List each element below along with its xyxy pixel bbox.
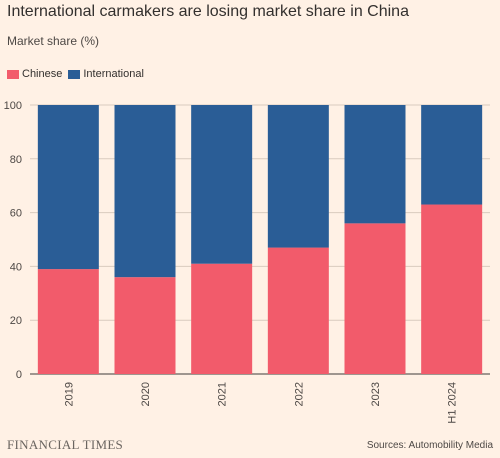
- bar-international: [37, 105, 99, 270]
- bar-chinese: [421, 204, 483, 374]
- bar-international: [114, 105, 176, 278]
- chart-title: International carmakers are losing marke…: [7, 3, 409, 20]
- y-tick-label: 60: [10, 208, 22, 220]
- bar-international: [267, 105, 329, 248]
- y-tick-label: 40: [10, 261, 22, 273]
- legend-item-chinese: Chinese: [7, 68, 62, 80]
- legend-item-international: International: [68, 68, 144, 80]
- bar-international: [421, 105, 483, 205]
- y-tick-label: 100: [4, 100, 22, 112]
- source-note: Sources: Automobility Media: [366, 440, 493, 451]
- bar-chinese: [114, 277, 176, 374]
- y-tick-label: 0: [16, 369, 22, 381]
- y-tick-label: 80: [10, 154, 22, 166]
- x-tick-label: 2022: [293, 382, 305, 406]
- x-tick-label: H1 2024: [447, 382, 459, 424]
- ft-logo: FINANCIAL TIMES: [7, 437, 124, 452]
- legend-swatch-international: [68, 69, 81, 79]
- bar-international: [344, 105, 406, 224]
- legend-label-chinese: Chinese: [22, 68, 63, 80]
- chart-legend: Chinese International: [7, 68, 150, 80]
- x-tick-label: 2019: [63, 382, 75, 406]
- bar-chinese: [37, 269, 99, 374]
- bar-chinese: [191, 263, 253, 374]
- x-tick-label: 2020: [140, 382, 152, 406]
- bar-chinese: [267, 247, 329, 374]
- chart-subtitle: Market share (%): [7, 34, 100, 48]
- bar-international: [191, 105, 253, 264]
- bar-chinese: [344, 223, 406, 374]
- legend-label-international: International: [83, 68, 144, 80]
- y-tick-label: 20: [10, 315, 22, 327]
- x-tick-label: 2023: [370, 382, 382, 406]
- legend-swatch-chinese: [7, 69, 19, 79]
- x-tick-label: 2021: [217, 382, 229, 406]
